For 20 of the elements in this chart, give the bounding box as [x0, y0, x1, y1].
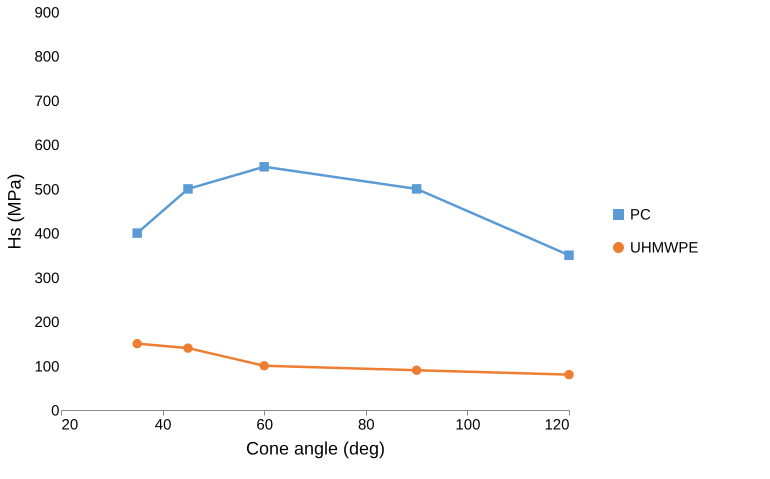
- y-tick-label: 200: [34, 314, 60, 332]
- y-tick-label: 800: [34, 48, 60, 66]
- y-tick-label: 400: [34, 226, 60, 243]
- x-tick-label: 40: [154, 416, 172, 434]
- legend-label: UHMWPE: [630, 240, 698, 256]
- x-tick-label: 20: [62, 416, 78, 434]
- y-axis-title: Hs (MPa): [4, 174, 24, 250]
- y-tick-label: 300: [34, 270, 60, 287]
- y-tick-label: 700: [34, 92, 60, 110]
- x-tick-label: 60: [256, 416, 274, 434]
- x-axis-title: Cone angle (deg): [246, 438, 386, 458]
- y-tick-label: 500: [34, 181, 60, 198]
- y-tick-label: 600: [34, 137, 60, 154]
- legend-label: PC: [630, 206, 652, 224]
- x-tick-label: 80: [358, 416, 375, 434]
- y-tick-label: 0: [51, 402, 60, 420]
- y-tick-label: 900: [34, 4, 60, 22]
- y-tick-label: 100: [34, 358, 60, 376]
- x-tick-label: 120: [544, 416, 570, 434]
- x-tick-label: 100: [455, 416, 480, 434]
